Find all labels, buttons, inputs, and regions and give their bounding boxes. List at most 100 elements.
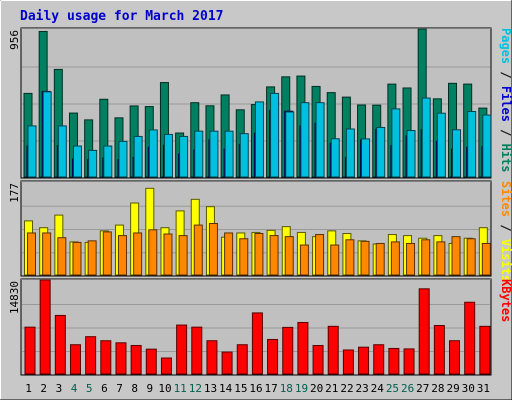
panel-legend: KBytes (499, 279, 512, 322)
x-tick-label-day-4: 4 (71, 382, 78, 395)
x-axis-labels: 1 2 3 4 5 6 7 8 9 10 11 12 13 14 15 16 17 18 19 20 21 22 23 24 2… (25, 382, 490, 395)
x-tick-label-day-19: 19 (295, 382, 308, 395)
x-tick-label-day-15: 15 (234, 382, 247, 395)
panel-legend: Pages / Files / Hits (499, 28, 512, 173)
bar-pages-day-19 (300, 102, 310, 178)
bar-pages-day-16 (254, 101, 264, 178)
y-max-label: 177 (8, 183, 21, 203)
bar-pages-day-17 (270, 92, 280, 178)
x-tick-label-day-6: 6 (101, 382, 108, 395)
bar-sites-day-1 (27, 232, 36, 276)
bar-kbytes-day-17 (267, 338, 279, 375)
x-tick-label-day-29: 29 (446, 382, 459, 395)
x-tick-label-day-24: 24 (371, 382, 385, 395)
bar-kbytes-day-4 (69, 344, 81, 375)
bar-kbytes-day-1 (24, 326, 36, 375)
bar-sites-day-2 (42, 232, 52, 276)
x-tick-label-day-1: 1 (25, 382, 32, 395)
bar-pages-day-8 (133, 135, 143, 178)
bar-sites-day-23 (360, 240, 370, 276)
bar-sites-day-10 (163, 233, 173, 276)
bar-kbytes-day-20 (312, 344, 324, 375)
bar-sites-day-11 (178, 235, 188, 276)
bar-pages-day-20 (315, 102, 325, 178)
bar-sites-day-15 (239, 238, 249, 276)
legend-label-files: Files (499, 86, 512, 122)
bar-pages-day-3 (57, 125, 67, 178)
bar-sites-day-24 (375, 242, 385, 276)
bar-kbytes-day-14 (221, 351, 233, 375)
bar-kbytes-day-23 (358, 346, 370, 375)
bar-sites-day-25 (390, 241, 400, 276)
panel-legend: Sites / Visits (499, 181, 512, 282)
bar-kbytes-day-18 (282, 326, 294, 375)
bar-pages-day-25 (391, 108, 401, 178)
y-max-label: 14830 (8, 281, 21, 314)
bar-kbytes-day-25 (388, 347, 400, 375)
bar-kbytes-day-5 (85, 336, 97, 375)
bar-pages-day-31 (482, 114, 492, 178)
x-tick-label-day-13: 13 (204, 382, 217, 395)
bar-sites-day-16 (254, 232, 264, 276)
bar-sites-day-26 (406, 242, 416, 276)
legend-label-separator: / (499, 122, 512, 144)
legend-label-separator: / (499, 64, 512, 86)
bar-sites-day-9 (148, 229, 158, 276)
bar-sites-day-20 (315, 234, 325, 276)
x-tick-label-day-25: 25 (386, 382, 399, 395)
bar-sites-day-28 (436, 241, 446, 276)
bar-sites-day-30 (466, 238, 476, 276)
bar-pages-day-12 (194, 130, 204, 178)
bar-kbytes-day-27 (418, 288, 430, 375)
bar-pages-day-21 (330, 138, 340, 178)
x-tick-label-day-26: 26 (401, 382, 414, 395)
bar-sites-day-14 (224, 232, 234, 276)
bar-pages-day-14 (224, 130, 234, 178)
chart-title: Daily usage for March 2017 (20, 9, 224, 24)
bar-kbytes-day-6 (100, 340, 112, 375)
legend-label-sites: Sites (499, 181, 512, 217)
bar-kbytes-day-22 (342, 349, 354, 375)
x-tick-label-day-30: 30 (462, 382, 475, 395)
bar-kbytes-day-16 (251, 312, 263, 375)
bar-kbytes-day-24 (373, 344, 385, 375)
bar-pages-day-30 (467, 111, 477, 178)
y-max-label: 956 (8, 30, 21, 50)
x-tick-label-day-11: 11 (174, 382, 187, 395)
bar-sites-day-22 (345, 239, 355, 276)
series-kbytes (24, 279, 491, 375)
bar-pages-day-22 (345, 128, 355, 178)
series-pages (27, 91, 492, 178)
x-tick-label-day-20: 20 (310, 382, 323, 395)
bar-kbytes-day-28 (433, 325, 445, 375)
bar-sites-day-17 (269, 235, 279, 276)
bar-kbytes-day-26 (403, 348, 415, 375)
panel-bottom: 14830 KBytes (8, 278, 512, 376)
x-tick-label-day-27: 27 (416, 382, 429, 395)
x-tick-label-day-8: 8 (131, 382, 138, 395)
bar-pages-day-26 (406, 130, 416, 178)
bar-pages-day-2 (42, 91, 52, 178)
bar-sites-day-8 (133, 232, 143, 276)
bar-sites-day-29 (451, 236, 461, 276)
bar-sites-day-5 (87, 240, 97, 276)
bar-kbytes-day-11 (176, 324, 188, 375)
bar-kbytes-day-2 (39, 279, 51, 375)
x-tick-label-day-21: 21 (325, 382, 338, 395)
legend-label-kbytes: KBytes (499, 279, 512, 322)
bar-kbytes-day-30 (464, 301, 476, 375)
legend-label-visits: Visits (499, 239, 512, 282)
bar-kbytes-day-12 (191, 326, 203, 375)
panel-top: 956 Pages / Files / Hits (8, 27, 512, 179)
bar-kbytes-day-9 (145, 348, 157, 375)
bar-sites-day-19 (299, 244, 309, 276)
bar-pages-day-27 (421, 97, 431, 178)
x-tick-label-day-17: 17 (265, 382, 278, 395)
chart-panels: 956 Pages / Files / Hits 177 Sites / Visits… (8, 27, 512, 376)
bar-kbytes-day-13 (206, 340, 218, 375)
bar-kbytes-day-7 (115, 342, 127, 375)
bar-pages-day-29 (452, 129, 462, 178)
bar-pages-day-7 (118, 140, 128, 178)
